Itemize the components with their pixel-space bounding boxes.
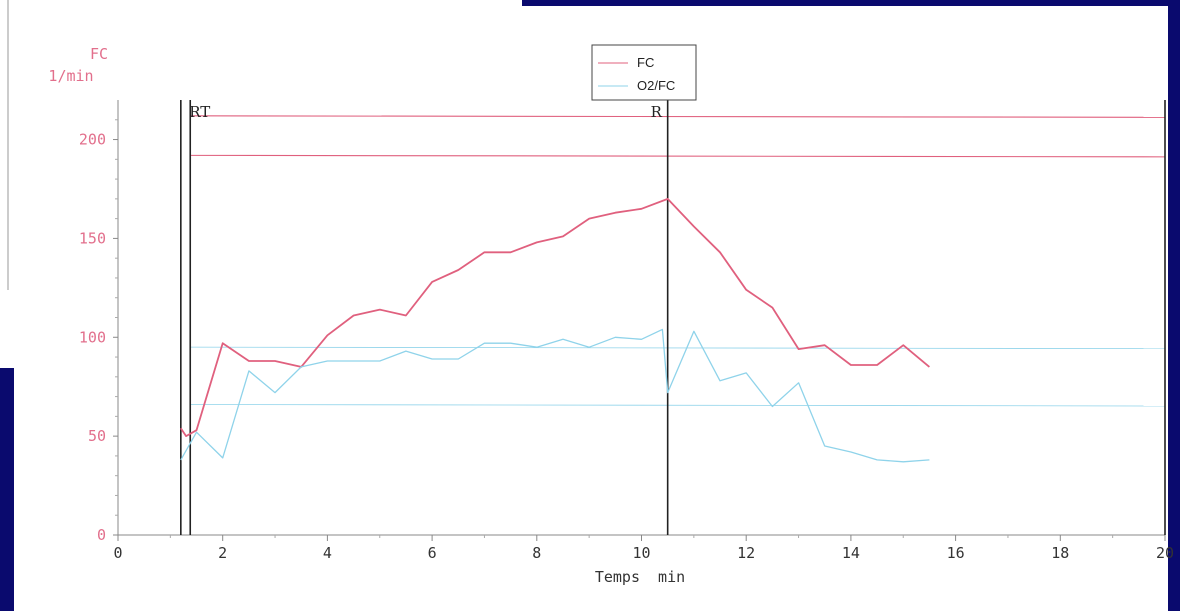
series-line-o2fc bbox=[180, 328, 930, 463]
reference-line bbox=[189, 154, 1166, 158]
reference-line bbox=[189, 346, 1166, 350]
frame-left-strip bbox=[0, 368, 14, 611]
vertical-marker-label: R bbox=[651, 103, 663, 121]
x-tick-label: 18 bbox=[1051, 544, 1069, 562]
y-axis-label-unit-name: FC bbox=[90, 45, 108, 63]
legend: FC O2/FC bbox=[591, 44, 697, 101]
y-tick-label: 0 bbox=[97, 526, 106, 544]
y-tick-label: 100 bbox=[79, 328, 106, 346]
y-tick-label: 150 bbox=[79, 229, 106, 247]
x-tick-label: 16 bbox=[947, 544, 965, 562]
legend-box bbox=[591, 44, 697, 101]
y-tick-label: 200 bbox=[79, 131, 106, 149]
x-tick-label: 0 bbox=[113, 544, 122, 562]
x-tick-label: 4 bbox=[323, 544, 332, 562]
x-tick-label: 20 bbox=[1156, 544, 1174, 562]
series-line-fc bbox=[180, 198, 930, 437]
frame-right-strip bbox=[1168, 0, 1180, 611]
x-axis-label: Temps min bbox=[595, 568, 685, 586]
data-series bbox=[180, 198, 930, 463]
reference-line bbox=[189, 115, 1166, 118]
y-tick-label: 50 bbox=[88, 427, 106, 445]
x-tick-label: 14 bbox=[842, 544, 860, 562]
vertical-marker-label: RT bbox=[189, 103, 210, 121]
axis-ticks: 0 50 100 150 200 0 2 4 6 8 10 12 14 16 18 20 bbox=[79, 119, 1174, 562]
legend-label-fc: FC bbox=[637, 55, 654, 70]
reference-lines bbox=[189, 115, 1166, 407]
frame-top-strip bbox=[522, 0, 1180, 6]
x-tick-label: 12 bbox=[737, 544, 755, 562]
x-tick-label: 10 bbox=[632, 544, 650, 562]
x-tick-label: 2 bbox=[218, 544, 227, 562]
legend-label-o2fc: O2/FC bbox=[637, 78, 675, 93]
reference-line bbox=[189, 404, 1166, 407]
x-tick-label: 8 bbox=[532, 544, 541, 562]
y-axis-label-unit: 1/min bbox=[48, 67, 93, 85]
x-tick-label: 6 bbox=[428, 544, 437, 562]
vertical-markers: RT R bbox=[180, 100, 1166, 535]
axes bbox=[117, 100, 1165, 536]
